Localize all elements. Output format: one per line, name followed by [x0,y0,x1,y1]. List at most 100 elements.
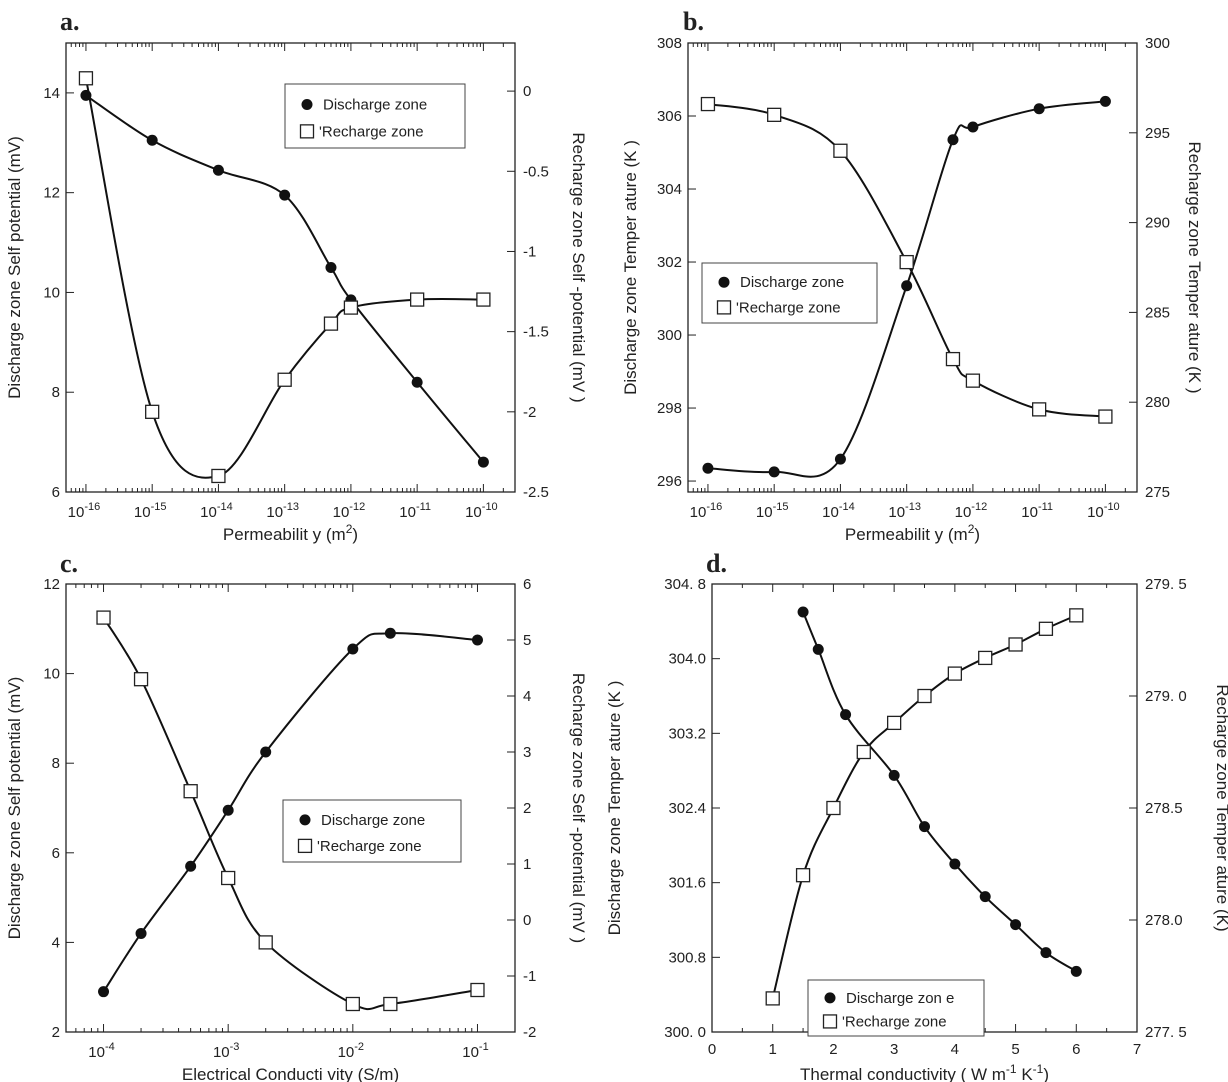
data-point-circle [949,858,961,870]
legend-circle-marker [301,98,313,110]
series-line-1 [707,103,1106,418]
data-point-square [1098,409,1113,424]
legend-label: Discharge zon e [846,990,954,1007]
data-point-circle [212,164,224,176]
y-left-tick-label: 304. 8 [664,576,706,593]
x-tick-label: 10-13 [266,501,299,521]
y-right-tick-label: 1 [523,856,531,873]
data-point-square [899,254,914,270]
x-axis-label: Thermal conductivity ( W m-1 K-1) [800,1062,1049,1082]
y-right-tick-label: 5 [523,632,531,649]
y-left-tick-label: 304.0 [668,651,706,668]
legend-square-marker [299,124,315,139]
data-point-square [96,610,111,625]
data-point-circle [834,453,846,465]
data-point-square [886,715,902,731]
y-left-axis-label: Discharge zone Temper ature (K ) [605,681,624,936]
y-left-axis-label: Discharge zone Self potential (mV) [5,677,24,940]
x-tick-label: 10-15 [756,501,789,521]
y-left-tick-label: 296 [657,473,682,490]
data-point-circle [325,262,337,273]
y-right-tick-label: -0.5 [523,163,549,180]
x-tick-label: 7 [1133,1041,1141,1058]
data-point-circle [967,121,979,133]
data-point-square [1008,637,1023,652]
legend-label: Discharge zone [321,812,425,829]
series-line-1 [84,78,484,479]
data-point-circle [384,627,396,639]
data-point-circle [1070,965,1082,977]
data-point-circle [947,134,959,146]
legend-circle-marker [824,992,836,1004]
x-axis-label: Permeabilit y (m2) [223,522,358,544]
x-tick-label: 5 [1011,1041,1019,1058]
legend-square-marker [716,300,732,315]
y-left-tick-label: 298 [657,400,682,417]
data-point-square [833,143,848,158]
y-right-tick-label: 278.5 [1145,800,1183,817]
data-point-circle [135,927,147,939]
y-left-tick-label: 14 [43,85,60,102]
y-right-tick-label: 300 [1145,35,1170,52]
x-tick-label: 10-13 [888,501,921,521]
y-right-tick-label: -2.5 [523,484,549,501]
series-line-1 [771,614,1077,999]
data-point-circle [702,462,714,474]
y-left-tick-label: 300.8 [668,949,706,966]
data-point-circle [797,606,809,618]
data-point-square [1069,608,1084,623]
x-axis-label: Permeabilit y (m2) [845,522,980,544]
data-point-square [133,672,149,687]
data-point-square [145,404,160,419]
y-left-tick-label: 8 [52,384,60,401]
plot-frame [65,42,516,493]
y-right-tick-label: 6 [523,576,531,593]
y-left-tick-label: 306 [657,108,682,125]
y-left-tick-label: 300. 0 [664,1024,706,1041]
data-point-circle [146,134,158,146]
y-right-tick-label: 295 [1145,125,1170,142]
x-tick-label: 10-3 [213,1041,239,1061]
data-point-square [1038,621,1054,636]
x-tick-label: 0 [708,1041,716,1058]
y-right-tick-label: 0 [523,83,531,100]
legend-box [282,799,462,863]
data-point-circle [1010,919,1022,931]
data-point-circle [222,804,234,816]
legend-label: 'Recharge zone [736,299,841,316]
legend-circle-marker [718,276,730,288]
y-left-tick-label: 4 [52,934,60,951]
data-point-square [947,666,963,681]
legend-square-marker [297,838,313,854]
y-right-tick-label: -1 [523,968,536,985]
y-left-tick-label: 6 [52,845,60,862]
data-point-circle [812,643,824,655]
panel-label: a. [60,7,80,36]
panel-label: d. [706,549,727,578]
x-tick-label: 10-4 [88,1041,114,1061]
data-point-circle [260,746,272,758]
panel-b: b. 10-16 10-15 10-14 10-13 10-12 10-11 10-10 296… [621,7,1204,544]
data-point-square [277,372,292,387]
data-point-square [78,71,94,86]
data-point-square [211,468,226,484]
data-point-circle [347,643,359,655]
y-right-tick-label: 3 [523,744,531,761]
data-point-circle [1033,103,1045,115]
data-point-square [470,982,485,998]
y-right-axis-label: Recharge zone Self -potential (mV ) [569,132,588,402]
data-point-square [258,935,273,950]
data-point-circle [1099,95,1111,107]
data-point-square [795,868,811,883]
panel-a: a.10-16 10-15 10-14 10-13 10-12 10-11 10-10681… [5,7,588,544]
data-point-circle [840,709,852,721]
x-tick-label: 2 [829,1041,837,1058]
y-left-tick-label: 308 [657,35,682,52]
legend-label: 'Recharge zone [842,1013,947,1030]
data-point-circle [888,769,900,781]
y-left-tick-label: 302.4 [668,800,706,817]
data-point-circle [768,466,780,478]
y-right-axis-label: Recharge zone Temper ature (K ) [1185,142,1204,394]
x-tick-label: 10-11 [1021,501,1053,521]
y-left-tick-label: 303.2 [668,725,706,742]
